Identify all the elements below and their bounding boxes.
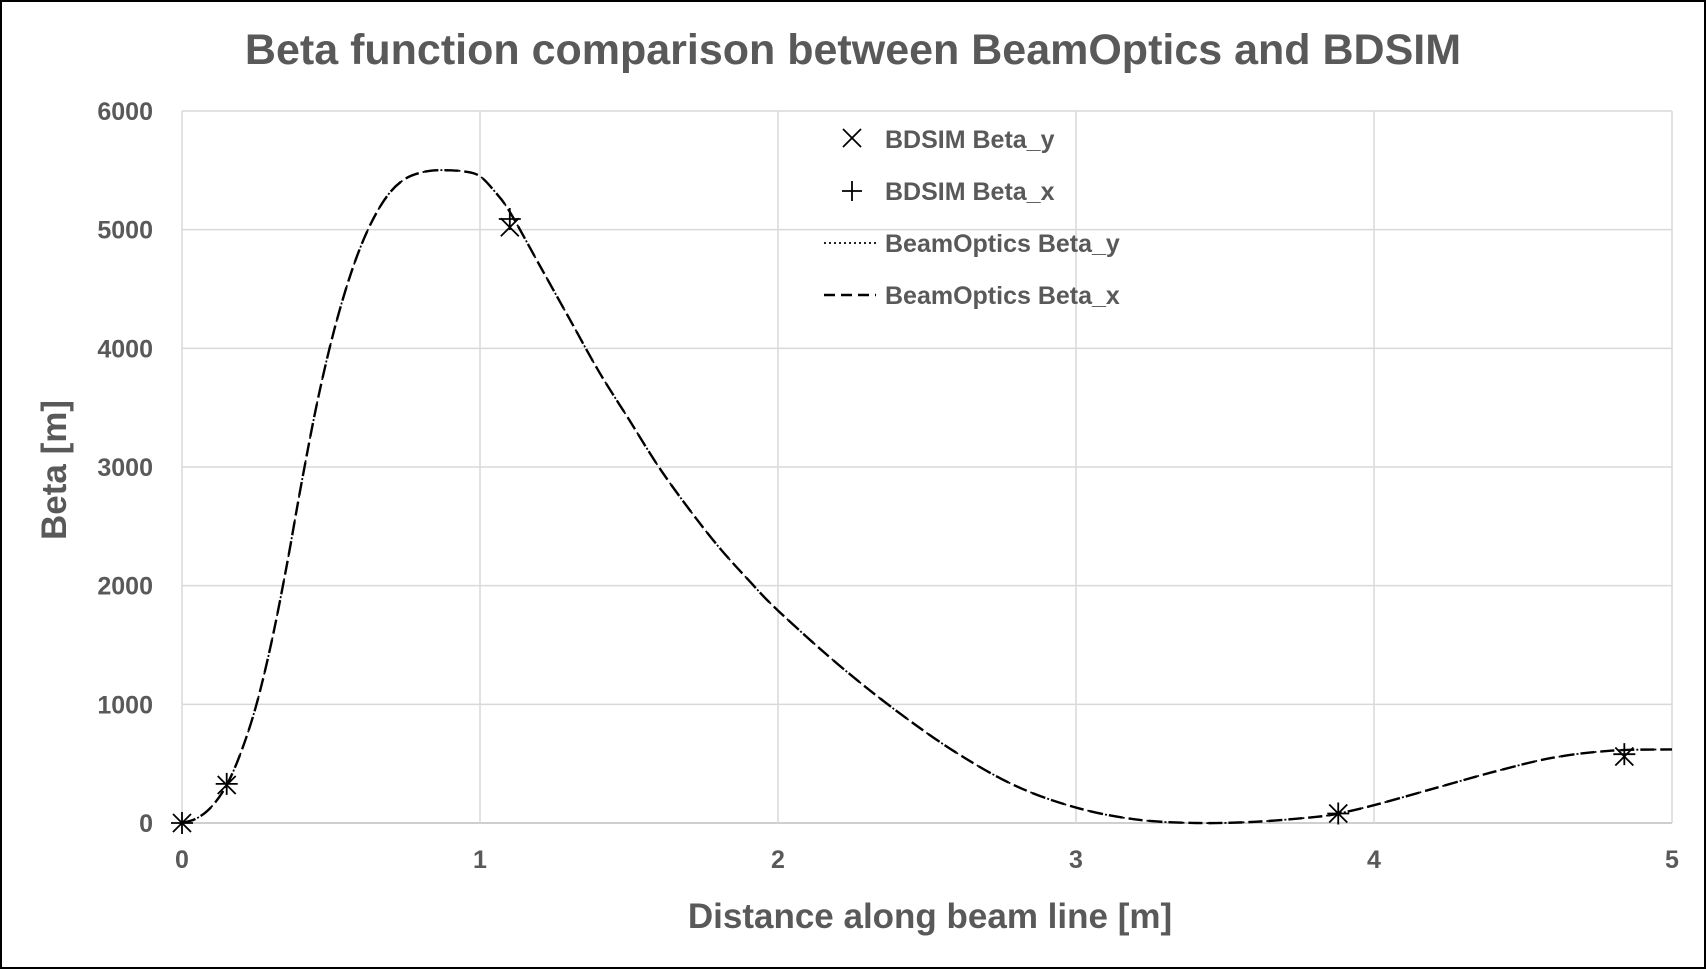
x-tick-label: 2 — [771, 846, 785, 874]
y-tick-label: 0 — [139, 810, 153, 838]
legend-entry-beamoptics-beta-x: BeamOptics Beta_x — [824, 282, 1120, 310]
legend-label-beamoptics-beta-x: BeamOptics Beta_x — [885, 282, 1120, 310]
x-tick-label: 0 — [175, 846, 189, 874]
y-tick-label: 3000 — [97, 454, 153, 482]
tick-labels: 0 1000 2000 3000 4000 5000 6000 0 1 2 3 4 5 — [97, 98, 1679, 874]
legend-label-bdsim-beta-x: BDSIM Beta_x — [885, 178, 1055, 206]
x-tick-label: 1 — [473, 846, 487, 874]
series-line-beamoptics-beta-y — [181, 169, 1673, 825]
x-tick-label: 5 — [1665, 846, 1679, 874]
legend-marker-plus — [842, 181, 862, 201]
x-tick-label: 3 — [1069, 846, 1083, 874]
legend: BDSIM Beta_y BDSIM Beta_x BeamOptics Bet… — [824, 126, 1120, 310]
x-tick-label: 4 — [1367, 846, 1381, 874]
y-tick-label: 4000 — [97, 335, 153, 363]
y-tick-label: 6000 — [97, 98, 153, 126]
data-series — [171, 168, 1673, 834]
legend-entry-bdsim-beta-y: BDSIM Beta_y — [842, 126, 1055, 154]
y-axis-title: Beta [m] — [35, 400, 74, 540]
y-tick-label: 2000 — [97, 573, 153, 601]
chart-title: Beta function comparison between BeamOpt… — [245, 26, 1461, 74]
y-tick-label: 5000 — [97, 217, 153, 245]
legend-label-bdsim-beta-y: BDSIM Beta_y — [885, 126, 1055, 154]
data-point-bdsim-beta-x — [1613, 743, 1636, 766]
legend-entry-beamoptics-beta-y: BeamOptics Beta_y — [824, 230, 1120, 258]
legend-marker-x — [842, 128, 862, 148]
y-tick-label: 1000 — [97, 691, 153, 719]
legend-label-beamoptics-beta-y: BeamOptics Beta_y — [885, 230, 1120, 258]
series-line-beamoptics-beta-x — [181, 168, 1673, 825]
x-axis-title: Distance along beam line [m] — [688, 897, 1172, 936]
grid-lines — [181, 110, 1673, 824]
legend-entry-bdsim-beta-x: BDSIM Beta_x — [842, 178, 1055, 206]
